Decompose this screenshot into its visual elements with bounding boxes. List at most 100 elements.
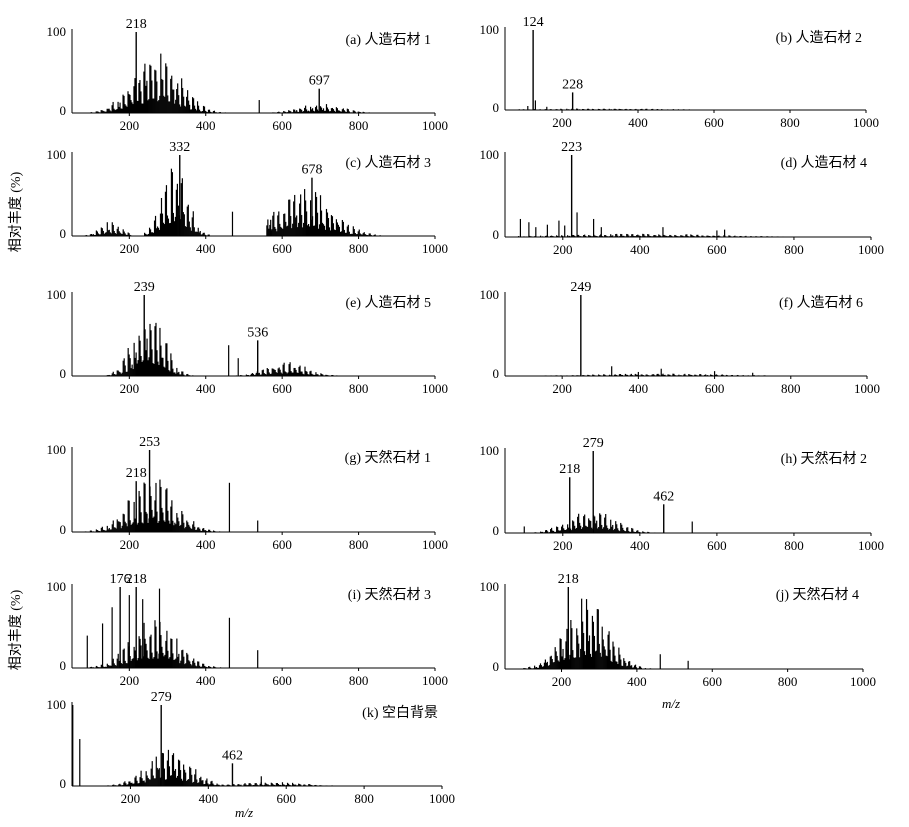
spectrum-bars: [72, 705, 333, 786]
peak-label: 124: [523, 15, 544, 30]
x-tick-label: 600: [272, 537, 292, 552]
x-tick-label: 200: [553, 538, 573, 553]
y-tick-label: 0: [493, 227, 500, 242]
x-tick-label: 200: [553, 242, 573, 257]
peak-label: 176: [110, 572, 131, 587]
panel-title: (e) 人造石材 5: [345, 295, 431, 311]
spectrum-bars: [106, 322, 338, 376]
y-tick-label: 100: [480, 287, 500, 302]
y-tick-label: 100: [47, 287, 67, 302]
panel-title: (c) 人造石材 3: [345, 155, 431, 171]
x-tick-label: 1000: [422, 673, 448, 688]
x-tick-label: 800: [778, 674, 798, 689]
x-tick-label: 800: [349, 537, 369, 552]
x-tick-label: 800: [784, 242, 804, 257]
peak-label: 249: [570, 280, 591, 295]
x-tick-label: 200: [120, 537, 140, 552]
x-tick-label: 200: [552, 674, 572, 689]
x-tick-label: 1000: [422, 241, 448, 256]
x-tick-label: 1000: [422, 537, 448, 552]
x-tick-label: 1000: [422, 118, 448, 133]
x-tick-label: 600: [704, 115, 724, 130]
x-tick-label: 400: [630, 242, 650, 257]
peak-label: 218: [126, 17, 147, 32]
y-tick-label: 100: [480, 443, 500, 458]
peak-label: 218: [559, 462, 580, 477]
spectrum-bars: [523, 513, 693, 533]
x-tick-label: 600: [707, 242, 727, 257]
y-tick-label: 0: [60, 226, 67, 241]
x-tick-label: 400: [196, 673, 216, 688]
y-tick-label: 0: [60, 366, 67, 381]
x-tick-label: 800: [781, 381, 801, 396]
peak-label: 462: [653, 489, 674, 504]
x-tick-label: 1000: [429, 791, 455, 806]
y-tick-label: 100: [47, 442, 67, 457]
spectrum-bars: [544, 366, 766, 376]
x-tick-label: 600: [707, 538, 727, 553]
x-tick-label: 200: [120, 381, 140, 396]
x-tick-label: 600: [705, 381, 725, 396]
peak-label: 223: [561, 140, 582, 155]
panel-title: (a) 人造石材 1: [345, 32, 431, 48]
x-tick-label: 1000: [858, 242, 884, 257]
y-tick-label: 0: [60, 658, 67, 673]
x-tick-label: 400: [196, 241, 216, 256]
peak-label: 218: [126, 466, 147, 481]
x-tick-label: 800: [349, 241, 369, 256]
y-tick-label: 0: [493, 659, 500, 674]
panel-title: (g) 天然石材 1: [345, 449, 431, 466]
x-axis-title: m/z: [235, 805, 253, 820]
panel-title: (i) 天然石材 3: [348, 586, 431, 603]
x-tick-label: 600: [272, 118, 292, 133]
y-tick-label: 100: [47, 24, 67, 39]
peak-label: 218: [126, 572, 147, 587]
peak-label: 536: [247, 325, 268, 340]
x-tick-label: 600: [276, 791, 296, 806]
spectrum-bars: [517, 212, 784, 237]
spectrum-bars: [523, 598, 689, 669]
peak-label: 218: [558, 572, 579, 587]
x-tick-label: 200: [120, 241, 140, 256]
peak-label: 678: [301, 163, 322, 178]
x-tick-label: 400: [630, 538, 650, 553]
x-tick-label: 400: [196, 537, 216, 552]
y-tick-label: 0: [60, 776, 67, 791]
x-tick-label: 800: [349, 673, 369, 688]
peak-label: 239: [134, 280, 155, 295]
spectrum-bars: [517, 100, 695, 110]
peak-label: 462: [222, 748, 243, 763]
y-axis-title: 相对丰度 (%): [8, 589, 24, 670]
panel-title: (h) 天然石材 2: [781, 450, 867, 467]
x-tick-label: 400: [629, 381, 649, 396]
x-tick-label: 1000: [422, 381, 448, 396]
y-tick-label: 100: [480, 579, 500, 594]
y-axis-title: 相对丰度 (%): [8, 171, 24, 252]
x-tick-label: 400: [196, 381, 216, 396]
y-tick-label: 100: [47, 579, 67, 594]
spectrum-bars: [86, 588, 259, 668]
y-tick-label: 100: [47, 147, 67, 162]
y-tick-label: 100: [480, 22, 500, 37]
x-tick-label: 400: [196, 118, 216, 133]
peak-label: 279: [151, 690, 172, 705]
x-tick-label: 800: [349, 381, 369, 396]
x-tick-label: 600: [703, 674, 723, 689]
y-tick-label: 100: [480, 147, 500, 162]
panel-title: (j) 天然石材 4: [776, 586, 859, 603]
x-tick-label: 200: [121, 791, 141, 806]
y-tick-label: 100: [47, 697, 67, 712]
y-tick-label: 0: [60, 522, 67, 537]
x-tick-label: 200: [552, 381, 572, 396]
x-tick-label: 800: [349, 118, 369, 133]
panel-title: (f) 人造石材 6: [779, 295, 863, 311]
